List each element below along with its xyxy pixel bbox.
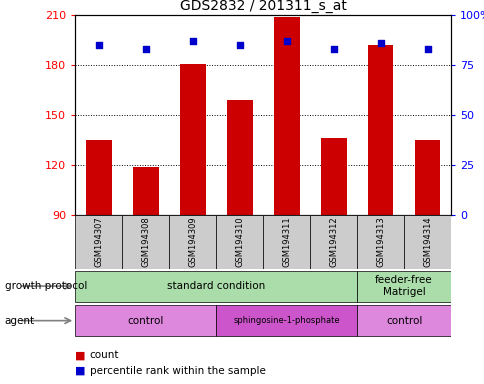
Text: percentile rank within the sample: percentile rank within the sample: [90, 366, 265, 376]
Text: GSM194307: GSM194307: [94, 217, 103, 267]
Text: GSM194311: GSM194311: [282, 217, 290, 267]
Bar: [356, 305, 450, 336]
Bar: [216, 215, 262, 269]
Bar: [273, 17, 299, 215]
Bar: [414, 140, 439, 215]
Title: GDS2832 / 201311_s_at: GDS2832 / 201311_s_at: [179, 0, 346, 13]
Text: GSM194309: GSM194309: [188, 217, 197, 267]
Bar: [262, 215, 309, 269]
Bar: [403, 215, 450, 269]
Text: ■: ■: [75, 366, 86, 376]
Bar: [216, 305, 356, 336]
Bar: [356, 215, 403, 269]
Text: GSM194310: GSM194310: [235, 217, 243, 267]
Text: GSM194314: GSM194314: [422, 217, 431, 267]
Point: [376, 40, 384, 46]
Text: GSM194312: GSM194312: [329, 217, 337, 267]
Bar: [309, 215, 356, 269]
Text: GSM194313: GSM194313: [375, 217, 384, 267]
Bar: [133, 167, 158, 215]
Text: GSM194308: GSM194308: [141, 217, 150, 267]
Point: [188, 38, 196, 45]
Text: agent: agent: [5, 316, 35, 326]
Bar: [169, 215, 216, 269]
Point: [423, 46, 431, 52]
Point: [141, 46, 149, 52]
Text: control: control: [127, 316, 164, 326]
Text: count: count: [90, 350, 119, 360]
Point: [94, 42, 102, 48]
Bar: [75, 271, 356, 302]
Text: standard condition: standard condition: [166, 281, 265, 291]
Text: ■: ■: [75, 350, 86, 360]
Bar: [356, 271, 450, 302]
Bar: [320, 139, 346, 215]
Bar: [367, 45, 393, 215]
Bar: [86, 140, 111, 215]
Text: sphingosine-1-phosphate: sphingosine-1-phosphate: [233, 316, 339, 325]
Bar: [75, 215, 122, 269]
Point: [282, 38, 290, 45]
Bar: [122, 215, 169, 269]
Bar: [226, 100, 252, 215]
Text: growth protocol: growth protocol: [5, 281, 87, 291]
Bar: [180, 64, 205, 215]
Text: control: control: [385, 316, 422, 326]
Bar: [75, 305, 216, 336]
Point: [235, 42, 243, 48]
Point: [329, 46, 337, 52]
Text: feeder-free
Matrigel: feeder-free Matrigel: [375, 275, 432, 297]
